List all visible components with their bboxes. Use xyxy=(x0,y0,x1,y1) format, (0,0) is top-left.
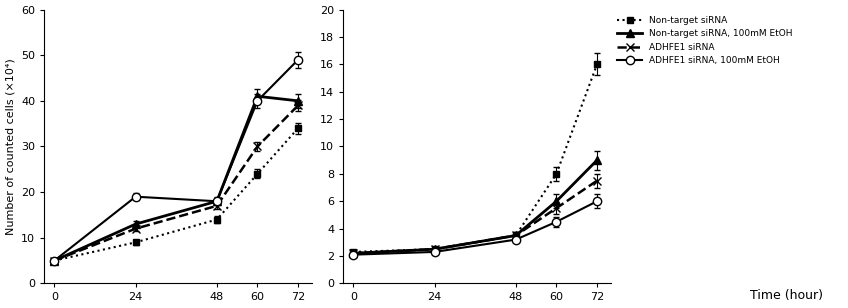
Text: Time (hour): Time (hour) xyxy=(750,289,823,302)
Y-axis label: Number of counted cells (×10⁴): Number of counted cells (×10⁴) xyxy=(6,58,15,235)
Legend: Non-target siRNA, Non-target siRNA, 100mM EtOH, ADHFE1 siRNA, ADHFE1 siRNA, 100m: Non-target siRNA, Non-target siRNA, 100m… xyxy=(615,14,795,67)
